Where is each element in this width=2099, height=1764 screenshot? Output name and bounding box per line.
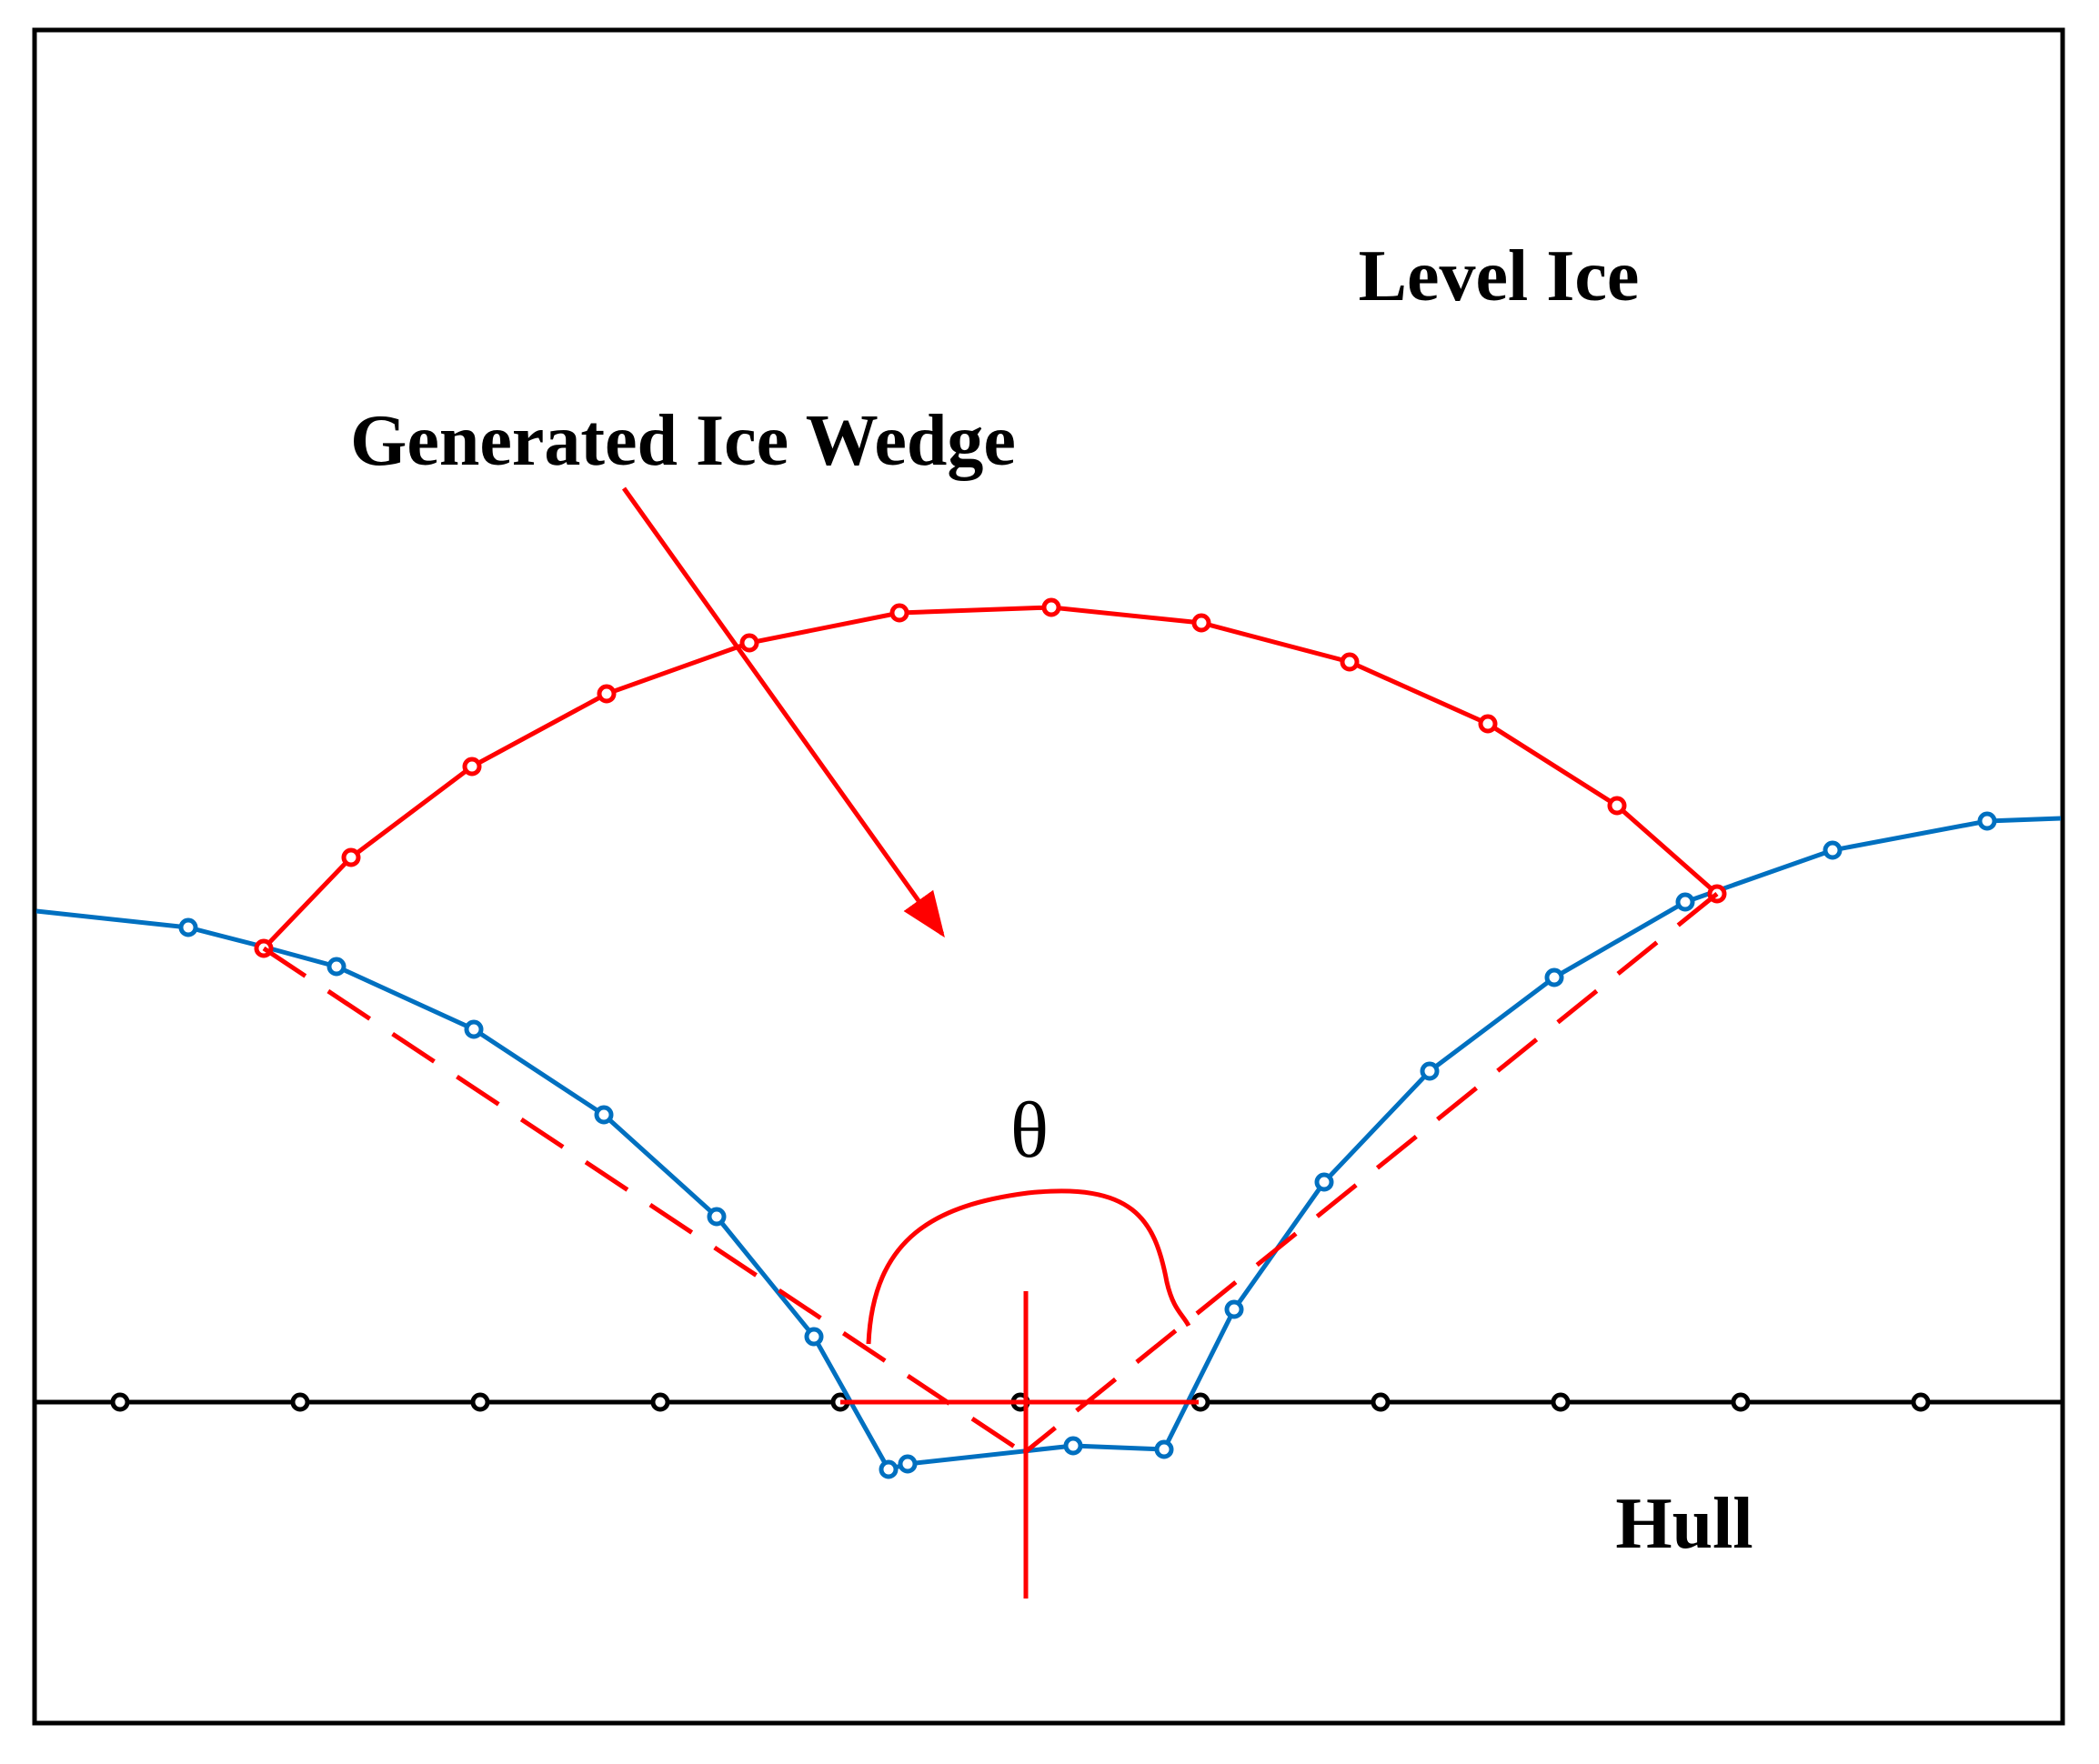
wedge-dashed-sides [262,892,1719,1456]
wedge-arc [254,597,1727,958]
theta-angle-arc [866,1188,1191,1345]
hull-label: Hull [1615,1484,1753,1564]
level-ice-label: Level Ice [1359,236,1640,316]
diagram-frame [32,27,2065,1726]
generated-ice-wedge-label: Generated Ice Wedge [350,401,1016,481]
ice-edge-curve [35,811,2062,1479]
wedge-pointer-arrow [621,486,945,938]
theta-label: θ [1010,1087,1049,1175]
